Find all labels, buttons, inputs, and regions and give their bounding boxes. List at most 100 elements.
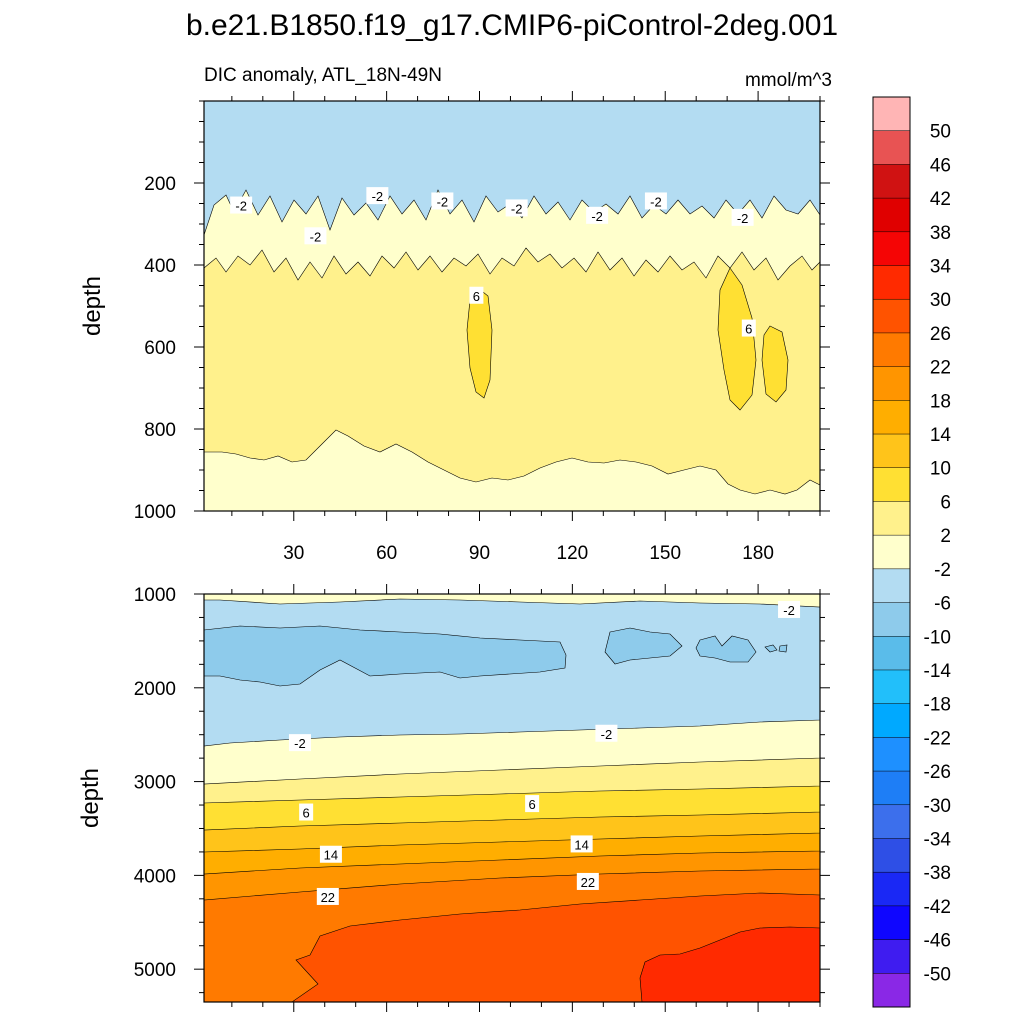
panel-0-contour-label-1: -2 [304,227,327,245]
panel-1-contour-label-7: 22 [316,887,339,905]
colorbar-label: 30 [930,290,951,311]
colorbar-label: 10 [930,459,951,480]
colorbar-label: -26 [924,762,951,783]
panel-0-xtick-label: 120 [557,543,589,564]
svg-text:-2: -2 [601,727,613,742]
panel-0-ytick-label: 1000 [134,502,176,523]
colorbar-cell-23 [873,872,910,907]
panel-1-ytick-label: 1000 [134,585,176,606]
bottom-band-minus6-small-1 [604,627,683,665]
top-fill-yellow-blob-2 [717,267,757,411]
colorbar-label: 38 [930,223,951,244]
panel-1-contour-label-6: 14 [570,835,593,853]
colorbar-cell-10 [873,434,910,469]
colorbar-cell-13 [873,535,910,570]
colorbar-label: 42 [930,189,951,210]
panel-0-contour-label-2: -2 [366,187,389,205]
svg-text:-2: -2 [235,199,247,214]
panel-0-xtick-label: 90 [469,543,490,564]
colorbar-label: -18 [924,695,951,716]
colorbar-cell-14 [873,568,910,603]
panel-0-contour-label-4: -2 [505,199,528,217]
svg-text:-2: -2 [650,194,662,209]
colorbar-label: -14 [924,661,952,682]
panel-1-contour-label-8: 22 [576,872,599,890]
panel-1-frame [203,593,821,1003]
bottom-band-minus6-small-3 [764,644,788,653]
panel-1-ytick-label: 4000 [134,866,176,887]
top-subtitle-left: DIC anomaly, ATL_18N-49N [204,65,442,86]
colorbar-cell-22 [873,838,910,873]
panel-0-ytick-label: 800 [144,420,176,441]
axes-layer: 30 60 90 120 150 180 200 400 600 800 1000 depth 1000… [77,91,830,1012]
svg-text:22: 22 [321,890,335,905]
panel-0-ytick-label: 200 [144,174,176,195]
svg-text:-2: -2 [737,211,749,226]
top-plot-area [203,101,821,512]
colorbar-label: 26 [930,324,951,345]
colorbar-cell-12 [873,501,910,536]
colorbar-label: 50 [930,122,951,143]
top-fill-pale-yellow [203,247,821,495]
panel-0-xtick-label: 180 [742,543,774,564]
top-fill-yellow-blob-1 [466,287,493,399]
bottom-panel [203,593,821,1003]
svg-text:14: 14 [574,837,588,852]
colorbar-cell-16 [873,636,910,671]
colorbar: 50 46 42 38 34 30 26 22 18 14 10 6 2 -2 -6 -10 -14 -18 -22… [872,96,952,1008]
panel-0-xtick-label: 30 [283,543,304,564]
svg-text:6: 6 [303,806,310,821]
colorbar-label: -50 [924,964,951,985]
colorbar-label: -30 [924,796,951,817]
top-fill-yellow-blob-3 [761,325,789,403]
colorbar-cell-1 [873,130,910,165]
panel-0-xtick-label: 150 [649,543,681,564]
panel-0-ytick-label: 400 [144,256,176,277]
colorbar-cell-6 [873,299,910,334]
svg-text:22: 22 [581,875,595,890]
panel-1-ytick-label: 3000 [134,773,176,794]
colorbar-label: 18 [930,391,951,412]
panel-0-contour-label-8: 6 [469,286,484,304]
svg-text:-2: -2 [372,189,384,204]
panel-1-contour-label-2: -2 [595,724,618,742]
panel-1-contour-label-5: 14 [319,845,342,863]
panel-0-contour-label-0: -2 [230,196,253,214]
colorbar-label: -42 [924,897,951,918]
panel-1-contour-label-0: -2 [778,600,801,618]
panel-0-contour-label-5: -2 [586,206,609,224]
colorbar-label: 14 [930,425,952,446]
colorbar-label: -2 [934,560,951,581]
panel-1-contour-label-4: 6 [525,795,540,813]
colorbar-cell-21 [873,804,910,839]
panel-1-ytick-label: 2000 [134,679,176,700]
colorbar-label: 6 [940,492,951,513]
svg-text:-2: -2 [310,229,322,244]
panel-1-contour-label-3: 6 [299,803,314,821]
colorbar-cell-9 [873,400,910,435]
colorbar-label: -34 [924,829,952,850]
colorbar-cell-24 [873,905,910,940]
colorbar-cell-2 [873,164,910,199]
svg-text:6: 6 [473,289,480,304]
colorbar-cell-4 [873,231,910,266]
svg-text:6: 6 [745,322,752,337]
colorbar-cell-7 [873,332,910,367]
svg-text:-2: -2 [783,603,795,618]
panel-0-contour-label-6: -2 [644,192,667,210]
figure-title: b.e21.B1850.f19_g17.CMIP6-piControl-2deg… [186,9,838,42]
colorbar-cell-3 [873,198,910,233]
top-subtitle-right: mmol/m^3 [745,70,832,91]
colorbar-cell-17 [873,669,910,704]
colorbar-label: 46 [930,155,951,176]
colorbar-cell-26 [873,973,910,1008]
panel-0-xtick-label: 60 [376,543,397,564]
colorbar-label: -38 [924,863,951,884]
colorbar-cell-18 [873,703,910,738]
svg-text:14: 14 [324,848,338,863]
colorbar-label: 2 [940,526,951,547]
top-panel: DIC anomaly, ATL_18N-49N mmol/m^3 [203,65,832,512]
colorbar-cell-8 [873,366,910,401]
colorbar-cell-11 [873,467,910,502]
colorbar-label: -22 [924,728,951,749]
